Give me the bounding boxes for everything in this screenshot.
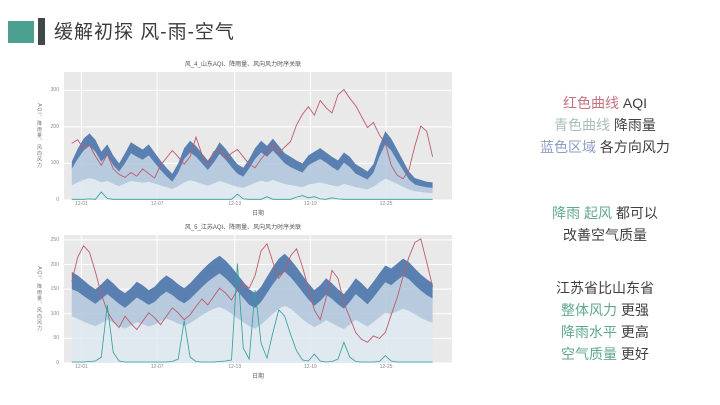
y-axis-ticks: 0 100 200 300 [50,87,59,203]
y-axis-ticks: 0 50 100 150 200 250 [50,236,59,366]
note-line: 青色曲线 降雨量 [554,117,656,133]
annotation-column: 红色曲线 AQI 青色曲线 降雨量 蓝色区域 各方向风力 降雨 起风 都可以 改… [498,0,712,405]
y-axis-label: AQI、降雨量、风向风力 [36,266,42,332]
slide-title: 缓解初探 风-雨-空气 [54,22,235,43]
comparison-note: 江苏省比山东省 整体风力 更强 降雨水平 更高 空气质量 更好 [498,277,712,365]
note-line: 空气质量 更好 [561,346,649,362]
note-line: 改善空气质量 [563,227,647,243]
legend-note: 红色曲线 AQI 青色曲线 降雨量 蓝色区域 各方向风力 [498,92,712,158]
note-line: 降雨水平 更高 [561,324,649,340]
x-axis-ticks: 12-01 12-07 12-13 12-19 12-25 [75,364,393,370]
chart-title: 风_4_山东AQI、降雨量、风向风力时序关联 [184,62,302,68]
title-accent-square-icon [8,21,34,43]
note-line: 整体风力 更强 [561,302,649,318]
x-axis-label: 日期 [251,211,264,217]
note-line: 江苏省比山东省 [556,280,654,296]
chart-body: AQI、降雨量、风向风力 0 50 100 150 200 250 12-01 12-07 1… [30,233,456,383]
chart-shandong: 风_4_山东AQI、降雨量、风向风力时序关联 AQI、降雨量、风向风力 0 100… [30,60,456,220]
plot-area [64,235,452,363]
chart-body: AQI、降雨量、风向风力 0 100 200 300 12-01 12-07 12-13 1… [30,70,456,220]
conclusion-note: 降雨 起风 都可以 改善空气质量 [498,202,712,246]
plot-area [64,72,452,200]
note-line: 红色曲线 AQI [562,95,647,111]
chart-jiangsu: 风_5_江苏AQI、降雨量、风向风力时序关联 AQI、降雨量、风向风力 0 50 1… [30,223,456,383]
note-line: 蓝色区域 各方向风力 [540,139,670,155]
chart-title: 风_5_江苏AQI、降雨量、风向风力时序关联 [184,225,302,231]
x-axis-ticks: 12-01 12-07 12-13 12-19 12-25 [75,201,393,207]
title-accent-bar-icon [38,18,45,45]
note-line: 降雨 起风 都可以 [552,205,658,221]
y-axis-label: AQI、降雨量、风向风力 [36,103,42,169]
x-axis-label: 日期 [251,374,264,380]
